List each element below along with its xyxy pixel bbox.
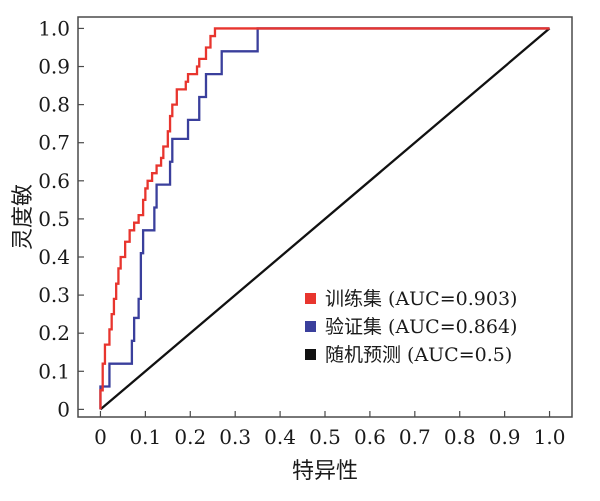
training-roc-line <box>99 27 550 410</box>
x-tick-label: 0.9 <box>489 425 521 449</box>
x-tick-label: 0.4 <box>264 425 296 449</box>
validation-roc-line <box>99 27 550 410</box>
y-axis-title: 灵度敏 <box>11 184 36 250</box>
x-tick-label: 0.3 <box>219 425 251 449</box>
x-tick-label: 0 <box>94 425 107 449</box>
legend-label: 随机预测 (AUC=0.5) <box>325 344 512 366</box>
y-tick-label: 0.5 <box>38 207 70 231</box>
y-tick-label: 0.8 <box>38 93 70 117</box>
legend-label: 训练集 (AUC=0.903) <box>325 288 517 310</box>
y-tick-label: 0.3 <box>38 283 70 307</box>
axis-ticks: 0 0.1 0.2 0.3 0.4 0.5 0.6 0.7 0.8 0.9 1.0 0 0.1 0.2 0.… <box>38 16 565 449</box>
random-diagonal-line <box>99 27 551 411</box>
legend-swatch <box>305 321 316 332</box>
y-tick-label: 0.1 <box>38 359 70 383</box>
x-tick-label: 0.7 <box>399 425 431 449</box>
series-lines <box>99 27 551 411</box>
legend-swatch <box>305 349 316 360</box>
x-tick-label: 0.2 <box>174 425 206 449</box>
legend-item-random: 随机预测 (AUC=0.5) <box>305 344 512 366</box>
y-tick-label: 0.2 <box>38 321 70 345</box>
x-tick-label: 1.0 <box>534 425 566 449</box>
y-tick-label: 0.6 <box>38 169 70 193</box>
legend-label: 验证集 (AUC=0.864) <box>325 316 517 338</box>
legend: 训练集 (AUC=0.903) 验证集 (AUC=0.864) 随机预测 (AUC=… <box>305 288 517 366</box>
y-tick-label: 1.0 <box>38 16 70 40</box>
y-tick-label: 0.9 <box>38 55 70 79</box>
legend-swatch <box>305 293 316 304</box>
x-tick-label: 0.5 <box>309 425 341 449</box>
x-tick-label: 0.8 <box>444 425 476 449</box>
legend-item-validation: 验证集 (AUC=0.864) <box>305 316 517 338</box>
x-axis-title: 特异性 <box>292 459 358 484</box>
x-tick-label: 0.6 <box>354 425 386 449</box>
legend-item-training: 训练集 (AUC=0.903) <box>305 288 517 310</box>
x-tick-label: 0.1 <box>129 425 161 449</box>
y-tick-label: 0 <box>57 397 70 421</box>
y-tick-label: 0.4 <box>38 245 70 269</box>
y-tick-label: 0.7 <box>38 131 70 155</box>
